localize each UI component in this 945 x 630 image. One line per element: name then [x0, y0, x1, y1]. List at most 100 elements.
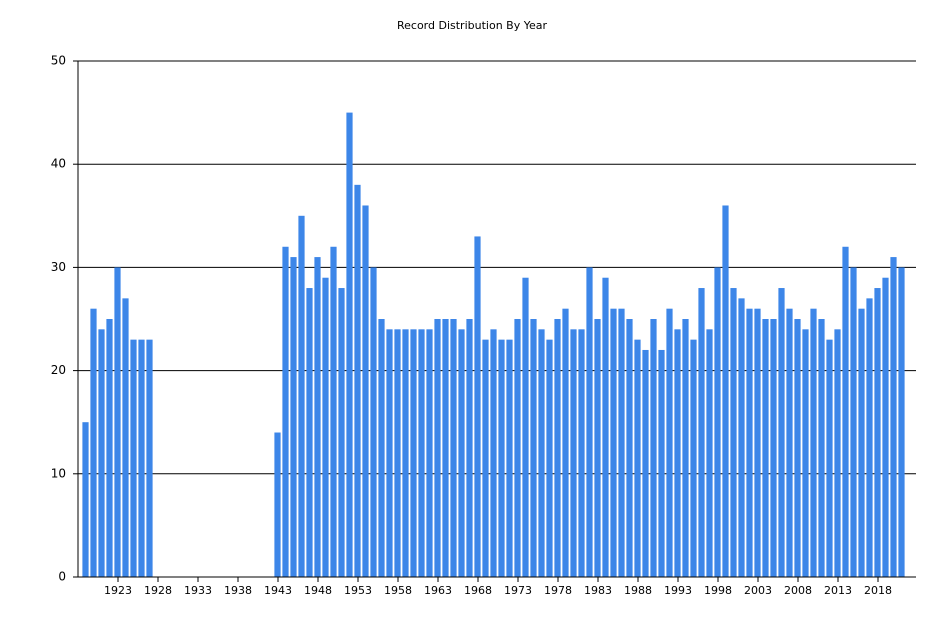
bar — [858, 308, 865, 577]
bar — [802, 329, 809, 577]
bar — [362, 205, 369, 578]
bar — [354, 184, 361, 577]
bar — [810, 308, 817, 577]
bar — [578, 329, 585, 577]
bar — [274, 432, 281, 577]
x-tick-label: 1923 — [104, 584, 132, 597]
bar — [490, 329, 497, 577]
bar — [626, 319, 633, 577]
bar — [866, 298, 873, 577]
bar — [714, 267, 721, 577]
bar — [314, 257, 321, 577]
bar — [642, 349, 649, 577]
bar — [842, 246, 849, 577]
bar — [530, 319, 537, 577]
bar — [618, 308, 625, 577]
x-tick-label: 1928 — [144, 584, 172, 597]
bar — [538, 329, 545, 577]
x-tick-label: 1973 — [504, 584, 532, 597]
bar — [402, 329, 409, 577]
bar — [650, 319, 657, 577]
bar — [738, 298, 745, 577]
bar — [882, 277, 889, 577]
bar — [106, 319, 113, 577]
x-tick-label: 1983 — [584, 584, 612, 597]
bar — [722, 205, 729, 578]
x-tick-label: 1933 — [184, 584, 212, 597]
bar — [82, 422, 89, 577]
bar — [458, 329, 465, 577]
bar — [586, 267, 593, 577]
bar — [146, 339, 153, 577]
bar — [778, 288, 785, 577]
bar — [330, 246, 337, 577]
y-tick-label: 50 — [51, 54, 66, 68]
bar — [378, 319, 385, 577]
bar — [122, 298, 129, 577]
bar — [850, 267, 857, 577]
bar — [818, 319, 825, 577]
bar — [826, 339, 833, 577]
bar — [410, 329, 417, 577]
bar — [898, 267, 905, 577]
bar — [786, 308, 793, 577]
bar — [690, 339, 697, 577]
y-tick-label: 10 — [51, 466, 66, 480]
bar — [282, 246, 289, 577]
x-tick-label: 1948 — [304, 584, 332, 597]
x-tick-label: 1978 — [544, 584, 572, 597]
x-tick-label: 2008 — [784, 584, 812, 597]
bar — [674, 329, 681, 577]
bar — [298, 215, 305, 578]
bar — [498, 339, 505, 577]
bar — [770, 319, 777, 577]
bar — [370, 267, 377, 577]
bar — [98, 329, 105, 577]
bar — [114, 267, 121, 577]
bar — [138, 339, 145, 577]
x-tick-label: 2018 — [864, 584, 892, 597]
bar — [506, 339, 513, 577]
bar — [794, 319, 801, 577]
bar — [386, 329, 393, 577]
bar — [562, 308, 569, 577]
bar — [698, 288, 705, 577]
chart-title: Record Distribution By Year — [397, 19, 547, 32]
bar — [874, 288, 881, 577]
x-tick-label: 1963 — [424, 584, 452, 597]
x-tick-label: 1998 — [704, 584, 732, 597]
bar — [666, 308, 673, 577]
bar — [474, 236, 481, 577]
bar — [762, 319, 769, 577]
bar — [570, 329, 577, 577]
x-tick-label: 1958 — [384, 584, 412, 597]
x-tick-label: 1953 — [344, 584, 372, 597]
bar — [554, 319, 561, 577]
x-tick-label: 1938 — [224, 584, 252, 597]
bar — [682, 319, 689, 577]
bar — [338, 288, 345, 577]
x-tick-label: 2003 — [744, 584, 772, 597]
bar — [522, 277, 529, 577]
bar — [890, 257, 897, 577]
x-tick-label: 1993 — [664, 584, 692, 597]
bar — [90, 308, 97, 577]
bar — [834, 329, 841, 577]
bar — [322, 277, 329, 577]
bar — [634, 339, 641, 577]
bar — [426, 329, 433, 577]
y-tick-label: 20 — [51, 363, 66, 377]
bar — [602, 277, 609, 577]
bar — [434, 319, 441, 577]
bar — [706, 329, 713, 577]
bar — [130, 339, 137, 577]
bar — [658, 349, 665, 577]
bar — [482, 339, 489, 577]
x-tick-label: 1968 — [464, 584, 492, 597]
bar — [466, 319, 473, 577]
bar — [514, 319, 521, 577]
bar — [418, 329, 425, 577]
bar — [746, 308, 753, 577]
bar — [546, 339, 553, 577]
